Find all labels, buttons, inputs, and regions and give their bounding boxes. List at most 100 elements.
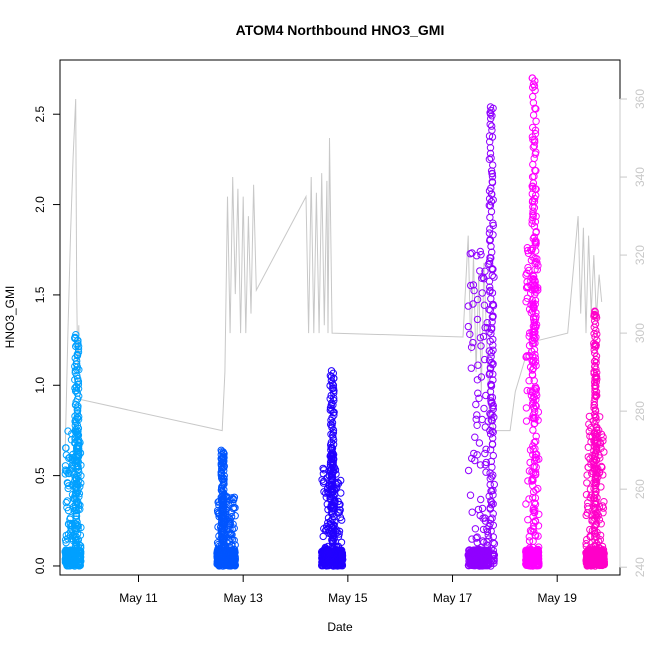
data-point [337, 538, 346, 546]
x-tick-label: May 19 [538, 591, 578, 605]
data-point [469, 300, 477, 308]
data-point [231, 561, 240, 569]
data-point [473, 295, 482, 304]
y-tick-label: 0.5 [33, 467, 47, 484]
y-tick-label: 0.0 [33, 557, 47, 574]
data-point [478, 504, 487, 513]
data-point [230, 536, 238, 544]
data-point [72, 515, 81, 523]
data-point [488, 417, 496, 425]
data-point [73, 410, 82, 418]
data-point [327, 446, 335, 454]
data-point [338, 555, 347, 564]
data-point [476, 334, 485, 342]
data-point [327, 443, 335, 452]
right-axis-line-layer [64, 98, 603, 451]
data-point [73, 518, 81, 526]
data-point [337, 489, 345, 497]
data-point [485, 535, 493, 543]
data-point [482, 468, 490, 476]
data-point [487, 198, 496, 206]
data-point [328, 478, 336, 486]
data-point [489, 546, 498, 555]
data-point [488, 398, 496, 407]
data-point [488, 271, 496, 280]
data-point [481, 267, 489, 275]
data-point [76, 501, 84, 509]
data-point [485, 305, 493, 314]
data-point [488, 266, 496, 274]
data-point [481, 517, 490, 525]
data-point [485, 347, 493, 355]
data-point [488, 122, 496, 130]
data-point [470, 286, 478, 295]
data-point [486, 202, 495, 210]
data-point [471, 525, 480, 533]
data-point [338, 552, 347, 560]
data-point [486, 138, 494, 146]
data-point [329, 549, 337, 558]
flight-points-4 [464, 103, 499, 570]
data-point [474, 361, 482, 369]
data-point [74, 559, 83, 567]
x-axis-label: Date [327, 620, 353, 634]
data-point [327, 377, 336, 385]
data-point [74, 500, 83, 509]
data-point [75, 556, 83, 564]
data-point [74, 348, 83, 356]
y-tick-label: 2.5 [33, 106, 47, 123]
data-point [74, 380, 83, 389]
data-point [472, 534, 480, 542]
data-point [330, 498, 338, 506]
data-point [327, 438, 336, 447]
data-point [338, 516, 346, 524]
data-point [473, 451, 481, 459]
data-point [230, 493, 239, 501]
data-point [220, 518, 228, 526]
data-point [219, 481, 227, 490]
data-point [486, 475, 494, 483]
data-point [489, 312, 497, 320]
data-point [65, 482, 73, 490]
data-point [329, 483, 338, 491]
data-point [469, 281, 478, 289]
data-point [464, 302, 472, 310]
data-point [487, 114, 495, 123]
data-point [485, 522, 493, 531]
data-point [229, 520, 237, 528]
data-point [489, 422, 497, 431]
data-point [467, 281, 475, 290]
data-point [486, 120, 494, 129]
data-point [470, 449, 478, 458]
data-point [76, 449, 85, 457]
data-point [486, 109, 494, 117]
data-point [487, 190, 496, 198]
data-point [327, 367, 336, 375]
data-point [467, 364, 475, 372]
data-point [66, 466, 74, 474]
data-point [483, 324, 491, 332]
data-point [486, 515, 495, 524]
data-point [473, 252, 481, 260]
data-point [488, 358, 496, 367]
data-point [71, 547, 80, 555]
data-point [489, 491, 497, 499]
data-point [230, 524, 238, 532]
right-y-tick-label: 320 [633, 245, 647, 265]
data-point [489, 434, 497, 442]
data-point [62, 444, 70, 452]
data-point [486, 149, 495, 158]
data-point [476, 247, 484, 256]
data-point [467, 343, 476, 351]
data-point [71, 333, 79, 342]
data-point [466, 491, 475, 499]
data-point [485, 277, 494, 285]
data-point [522, 404, 531, 412]
data-point [329, 428, 338, 437]
data-point [217, 446, 225, 454]
data-point [489, 521, 497, 529]
data-point [483, 527, 492, 536]
data-point [231, 504, 239, 512]
data-point [319, 464, 327, 473]
